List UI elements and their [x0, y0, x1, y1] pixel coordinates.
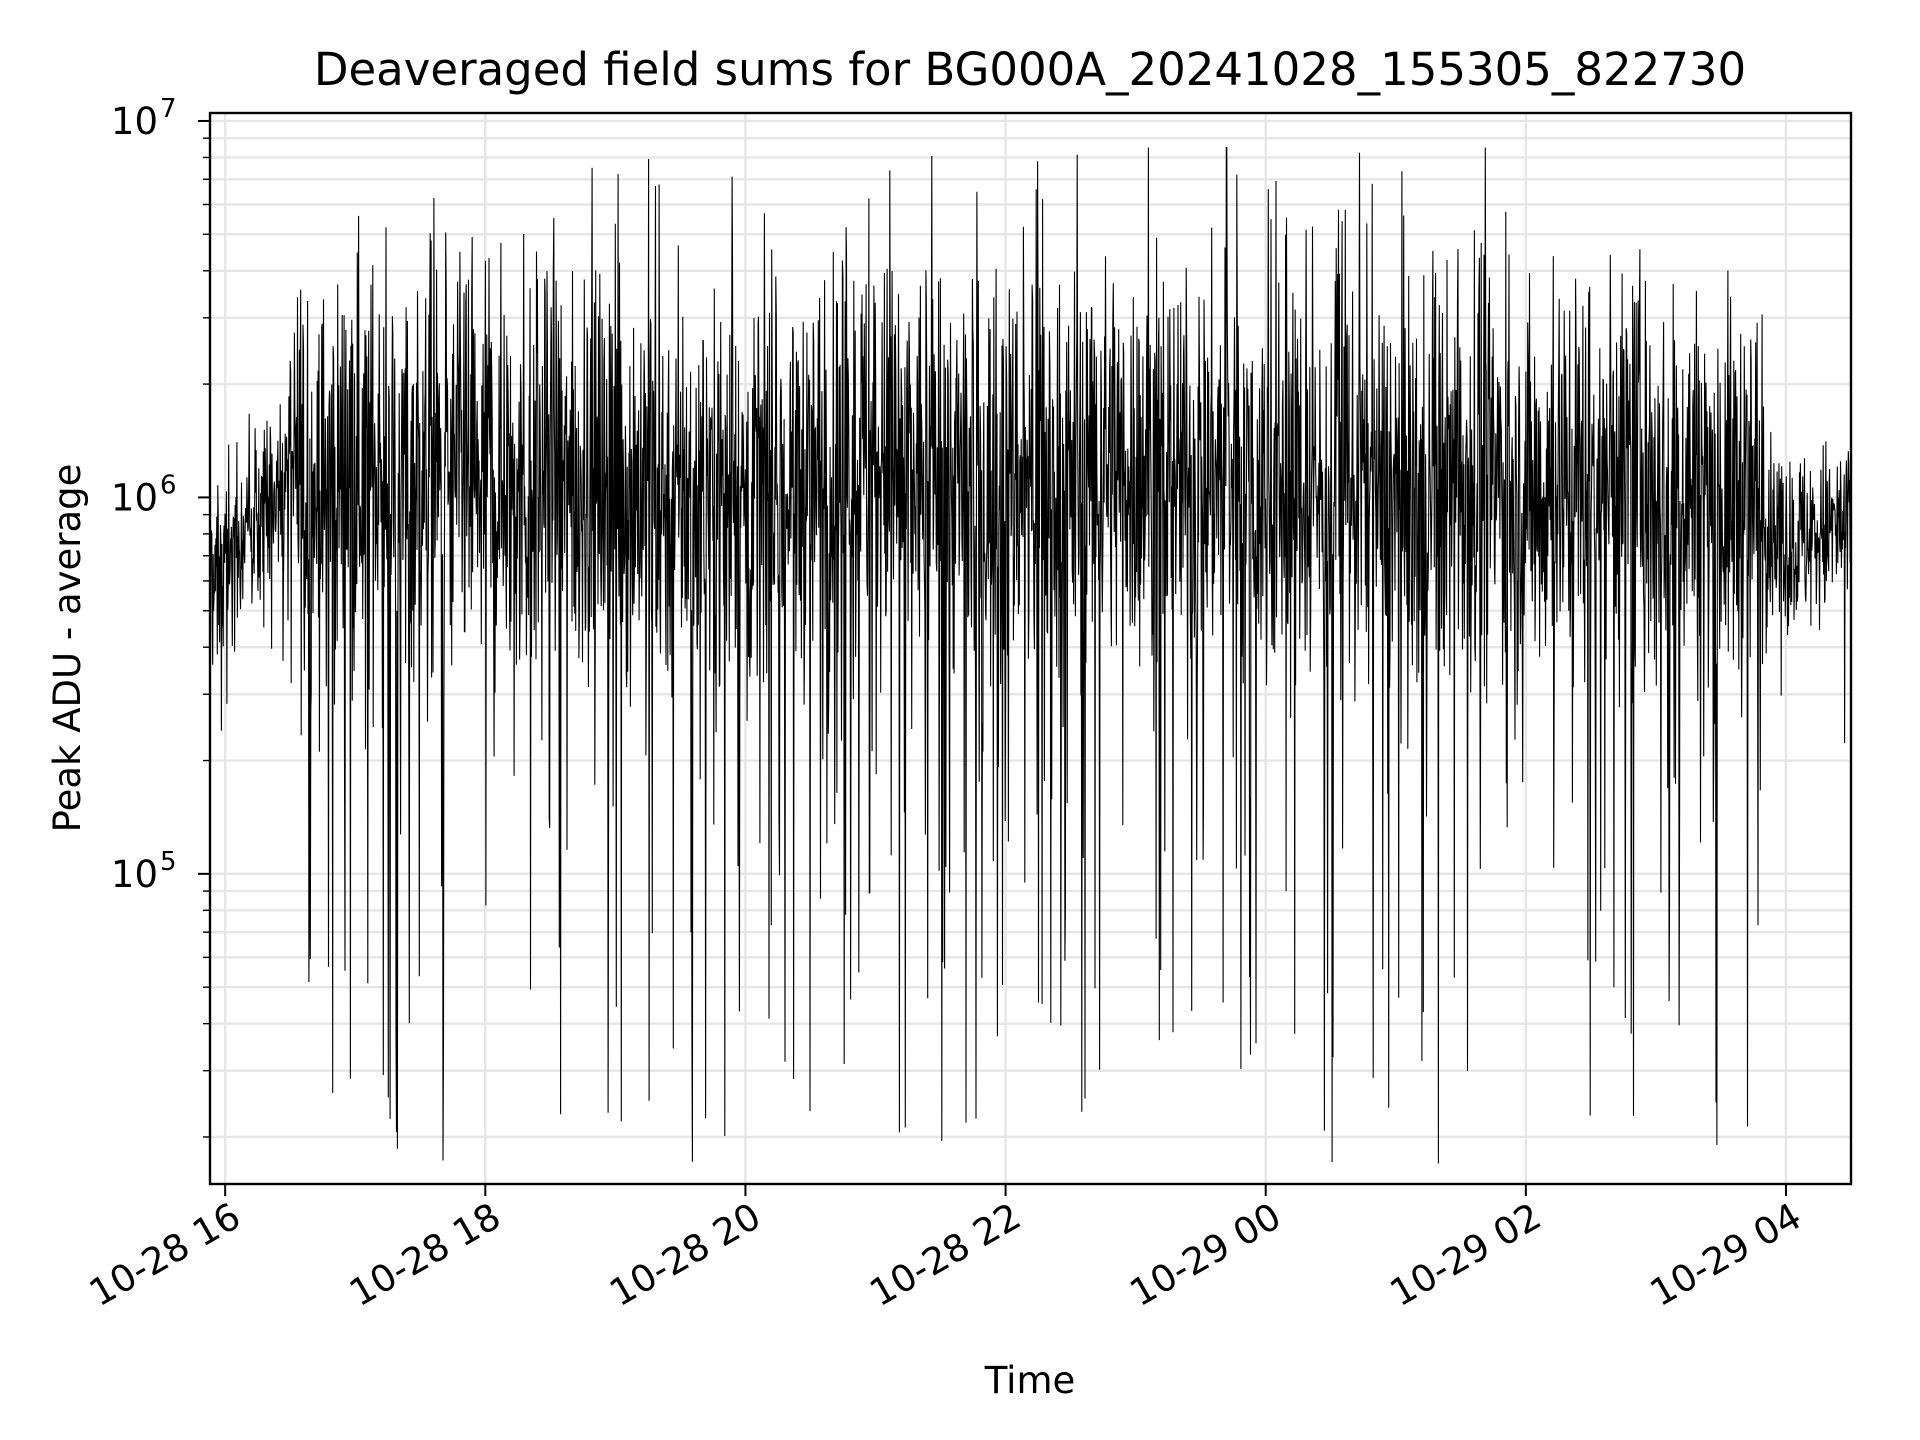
y-tick-label: 10: [111, 476, 158, 519]
y-tick-exponent: 5: [160, 847, 177, 877]
y-tick-label: 10: [111, 100, 158, 143]
y-tick-label: 10: [111, 853, 158, 896]
y-tick-exponent: 7: [160, 94, 177, 124]
grid: [210, 113, 1851, 1184]
series-group: [209, 146, 1852, 1164]
y-tick-exponent: 6: [160, 470, 177, 500]
series-line: [209, 146, 1852, 1164]
plot-frame: [208, 111, 1853, 1186]
chart-title: Deaveraged field sums for BG000A_2024102…: [314, 43, 1746, 96]
x-axis-label: Time: [984, 1359, 1076, 1402]
y-axis-label: Peak ADU - average: [46, 464, 89, 833]
